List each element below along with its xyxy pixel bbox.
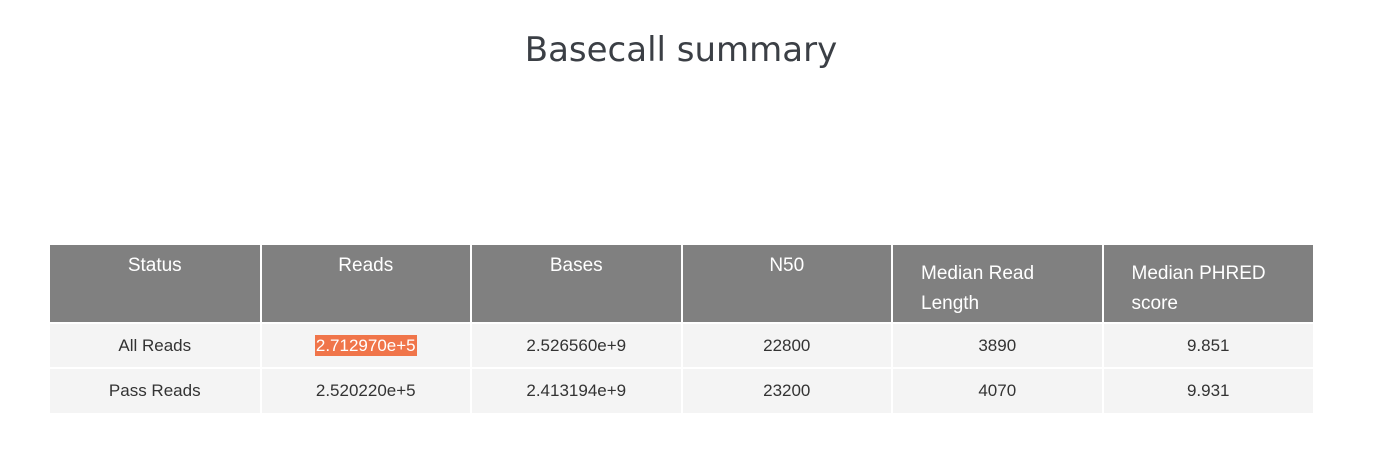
- cell-n50: 23200: [680, 367, 892, 413]
- cell-reads: 2.520220e+5: [259, 367, 471, 413]
- cell-status: All Reads: [50, 322, 261, 368]
- column-header-reads[interactable]: Reads: [259, 245, 471, 323]
- cell-reads: 2.712970e+5: [259, 322, 471, 368]
- cell-median-phred-score: 9.851: [1101, 322, 1313, 368]
- cell-median-read-length: 3890: [891, 322, 1103, 368]
- basecall-summary-table: Status Reads Bases N50 Median Read Lengt…: [50, 245, 1313, 413]
- cell-bases: 2.526560e+9: [470, 322, 682, 368]
- column-header-median-phred-score[interactable]: Median PHRED score: [1101, 245, 1313, 323]
- cell-status: Pass Reads: [50, 367, 261, 413]
- column-header-bases[interactable]: Bases: [470, 245, 682, 323]
- table-row: Pass Reads 2.520220e+5 2.413194e+9 23200…: [50, 367, 1313, 413]
- cell-n50: 22800: [680, 322, 892, 368]
- page-title: Basecall summary: [524, 30, 838, 70]
- cell-bases: 2.413194e+9: [470, 367, 682, 413]
- column-header-median-read-length[interactable]: Median Read Length: [891, 245, 1103, 323]
- table-header-row: Status Reads Bases N50 Median Read Lengt…: [50, 245, 1313, 323]
- table-row: All Reads 2.712970e+5 2.526560e+9 22800 …: [50, 322, 1313, 368]
- column-header-n50[interactable]: N50: [680, 245, 892, 323]
- cell-median-phred-score: 9.931: [1101, 367, 1313, 413]
- cell-median-read-length: 4070: [891, 367, 1103, 413]
- selected-text[interactable]: 2.712970e+5: [314, 334, 417, 356]
- column-header-status[interactable]: Status: [50, 245, 261, 323]
